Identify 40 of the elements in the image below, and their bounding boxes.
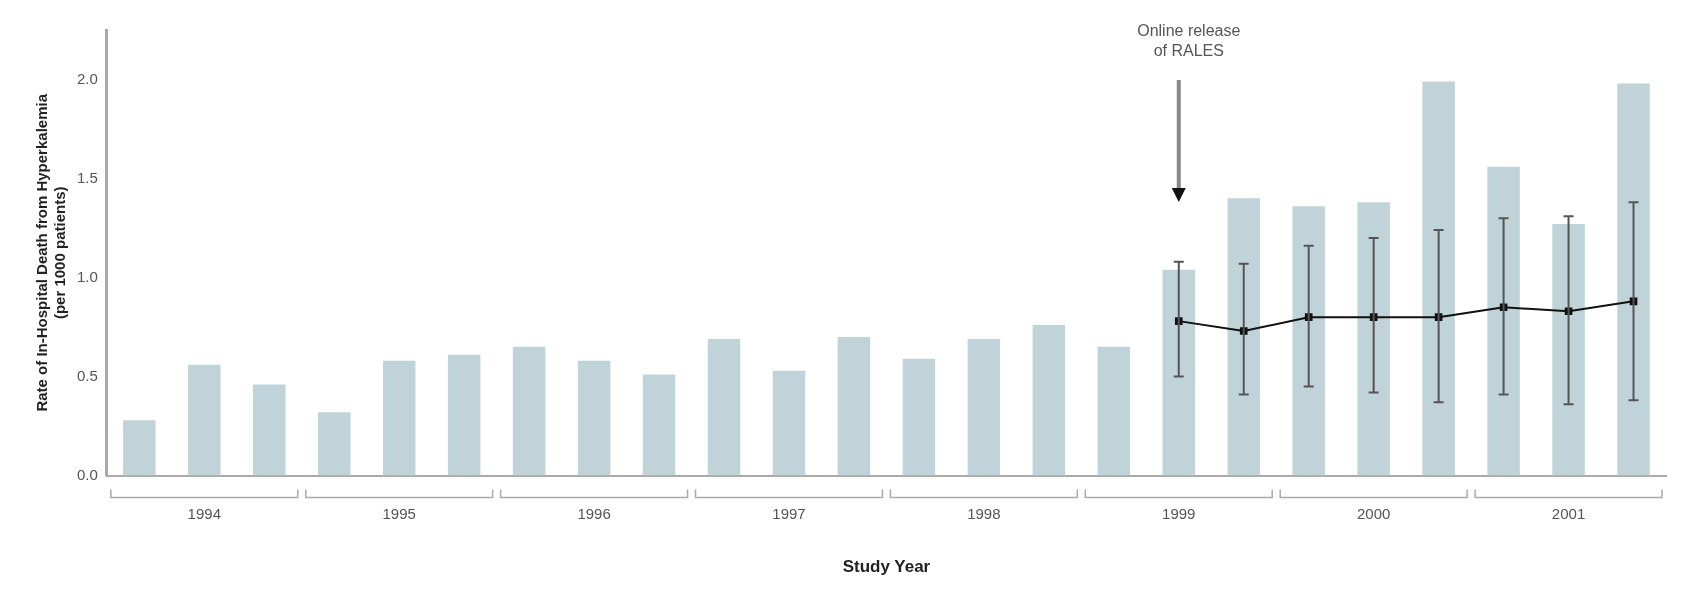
y-tick-label: 1.0 <box>76 267 98 285</box>
x-tick-label: 1996 <box>577 504 611 522</box>
x-tick-label: 1994 <box>187 504 221 522</box>
bar <box>1357 202 1390 476</box>
x-tick-label: 1997 <box>772 504 806 522</box>
bar <box>253 384 286 476</box>
bar <box>188 364 221 476</box>
bar <box>772 370 806 476</box>
x-tick-label: 2001 <box>1551 504 1586 522</box>
annotation: Online release of RALES <box>1137 22 1241 59</box>
bar <box>642 374 676 476</box>
bar <box>1487 166 1520 476</box>
y-tick-label: 0.0 <box>76 465 98 483</box>
bar <box>1097 346 1131 476</box>
bar <box>1162 269 1196 476</box>
x-tick-label: 1995 <box>382 504 416 522</box>
bar <box>317 412 351 476</box>
bar <box>447 354 481 476</box>
bar <box>512 346 546 476</box>
x-tick-label: 2000 <box>1356 504 1391 522</box>
bar <box>1032 325 1066 476</box>
bar <box>1227 198 1260 476</box>
bar <box>837 336 871 476</box>
bar <box>1552 224 1585 476</box>
bar <box>1422 81 1455 476</box>
x-axis-title: Study Year <box>842 557 931 577</box>
x-tick-label: 1998 <box>967 504 1001 522</box>
y-tick-label: 1.5 <box>76 168 98 186</box>
bar <box>1617 83 1650 476</box>
x-tick-label: 1999 <box>1162 504 1196 522</box>
bar <box>577 360 611 476</box>
bar <box>1292 206 1325 476</box>
bar <box>967 338 1001 476</box>
y-axis-title: Rate of In-Hospital Death from Hyperkalemia (per 1000 patients) <box>33 93 69 412</box>
bar <box>123 420 156 476</box>
bar <box>902 358 936 476</box>
y-tick-label: 2.0 <box>76 69 98 87</box>
bar <box>382 360 416 476</box>
bar <box>707 338 741 476</box>
y-tick-label: 0.5 <box>76 366 98 384</box>
